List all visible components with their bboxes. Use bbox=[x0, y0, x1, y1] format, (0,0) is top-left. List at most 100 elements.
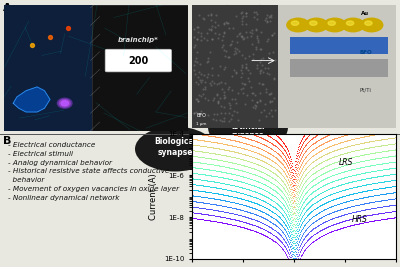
Point bbox=[365, 164, 371, 168]
Point bbox=[216, 112, 222, 117]
Point bbox=[332, 172, 338, 176]
Point bbox=[248, 154, 254, 158]
Point bbox=[218, 113, 225, 117]
Point bbox=[195, 132, 201, 136]
Point bbox=[392, 203, 398, 207]
Point bbox=[203, 139, 209, 143]
Point bbox=[225, 210, 231, 214]
Point bbox=[271, 160, 277, 164]
Point bbox=[321, 117, 328, 121]
Point bbox=[288, 258, 294, 263]
Point bbox=[222, 164, 228, 169]
Point bbox=[351, 131, 357, 135]
Point bbox=[195, 160, 201, 164]
Point bbox=[380, 179, 386, 184]
Point bbox=[197, 127, 204, 131]
Point bbox=[326, 151, 332, 155]
Point bbox=[223, 159, 229, 163]
Point bbox=[306, 181, 312, 185]
Point bbox=[311, 207, 318, 211]
Point bbox=[347, 113, 354, 118]
Point bbox=[273, 150, 279, 154]
Point bbox=[271, 216, 277, 221]
Point bbox=[236, 128, 242, 132]
Point bbox=[339, 226, 345, 230]
Point bbox=[334, 227, 340, 231]
Point bbox=[345, 180, 352, 184]
Point bbox=[214, 157, 220, 162]
Point bbox=[270, 142, 276, 146]
Point bbox=[341, 212, 348, 217]
Point bbox=[202, 201, 208, 205]
Point bbox=[225, 114, 231, 119]
Point bbox=[317, 228, 323, 233]
Point bbox=[350, 204, 357, 208]
Point bbox=[196, 109, 202, 114]
Point bbox=[393, 153, 399, 158]
Point bbox=[191, 188, 198, 192]
Point bbox=[330, 197, 336, 202]
Point bbox=[260, 233, 267, 237]
Point bbox=[293, 180, 300, 184]
Point bbox=[247, 210, 253, 215]
Point bbox=[201, 206, 208, 210]
Point bbox=[232, 51, 239, 55]
Point bbox=[235, 190, 241, 194]
Point bbox=[354, 222, 361, 226]
Point bbox=[351, 107, 357, 111]
Point bbox=[200, 217, 207, 222]
Point bbox=[191, 143, 197, 147]
Point bbox=[350, 137, 357, 141]
Point bbox=[207, 139, 213, 144]
Point bbox=[289, 243, 296, 247]
Point bbox=[220, 116, 227, 120]
Point bbox=[203, 178, 209, 182]
Point bbox=[318, 209, 325, 213]
Point bbox=[320, 123, 326, 128]
Point bbox=[232, 167, 239, 171]
Point bbox=[364, 176, 370, 180]
Point bbox=[360, 117, 366, 121]
Point bbox=[233, 178, 240, 183]
Point bbox=[249, 143, 255, 147]
Point bbox=[381, 149, 388, 153]
Point bbox=[351, 136, 357, 141]
Point bbox=[218, 104, 224, 108]
Point bbox=[220, 136, 226, 140]
Point bbox=[216, 175, 223, 179]
Point bbox=[319, 234, 325, 238]
Point bbox=[202, 167, 208, 171]
Point bbox=[243, 152, 249, 157]
Point bbox=[236, 140, 243, 144]
Point bbox=[279, 184, 286, 189]
Point bbox=[307, 126, 314, 130]
Point bbox=[307, 138, 314, 142]
Point bbox=[258, 130, 265, 134]
Point bbox=[264, 183, 270, 188]
Point bbox=[229, 189, 236, 193]
Point bbox=[378, 131, 384, 136]
Point bbox=[391, 209, 398, 213]
Point bbox=[247, 171, 253, 175]
Point bbox=[230, 178, 237, 182]
Point bbox=[212, 163, 219, 167]
Point bbox=[326, 181, 332, 185]
Point bbox=[365, 207, 372, 211]
Point bbox=[320, 214, 326, 218]
Point bbox=[247, 165, 254, 170]
Point bbox=[353, 209, 360, 214]
Point bbox=[331, 148, 338, 152]
Point bbox=[388, 142, 394, 146]
Point bbox=[313, 157, 319, 162]
Point bbox=[368, 213, 374, 217]
Point bbox=[379, 125, 385, 129]
Point bbox=[264, 150, 270, 154]
Point bbox=[276, 152, 282, 156]
Point bbox=[210, 123, 217, 127]
Point bbox=[348, 113, 355, 117]
Point bbox=[239, 53, 245, 57]
Point bbox=[222, 182, 228, 186]
Point bbox=[346, 132, 352, 136]
Point bbox=[307, 223, 313, 227]
Point bbox=[285, 188, 291, 192]
